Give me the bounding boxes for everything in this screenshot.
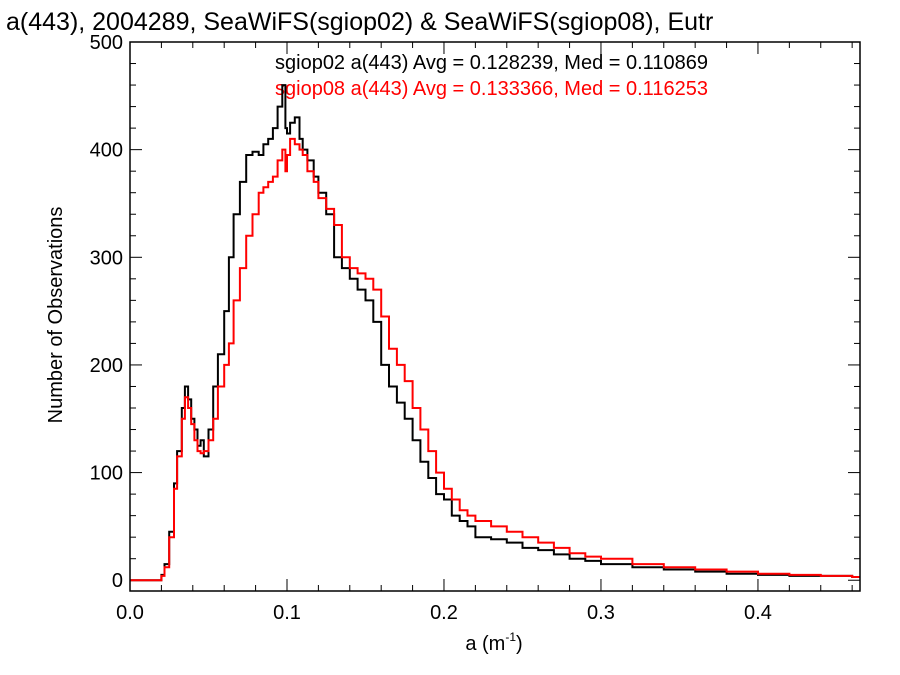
y-tick-label: 0 [112,570,123,592]
y-tick-label: 100 [90,463,123,485]
x-axis-label-close: ) [516,633,523,655]
x-axis-label: a (m-1) [465,630,522,655]
plot-frame [129,41,861,592]
series-annotation-sgiop08: sgiop08 a(443) Avg = 0.133366, Med = 0.1… [275,78,708,100]
y-axis-label: Number of Observations [45,207,67,424]
x-tick-label: 0.2 [430,602,458,624]
y-tick-label: 300 [90,247,123,269]
series-annotation-sgiop02: sgiop02 a(443) Avg = 0.128239, Med = 0.1… [275,52,708,74]
axis-ticks: 0.0 0.1 0.2 0.3 0.4 0 100 200 300 400 500 [90,32,860,624]
x-axis-label-base: a (m [465,633,505,655]
x-axis-label-superscript: -1 [505,630,516,644]
x-tick-label: 0.3 [587,602,615,624]
y-tick-label: 400 [90,140,123,162]
series-line-sgiop02 [130,84,860,582]
x-tick-label: 0.4 [744,602,772,624]
data-series [130,84,860,582]
x-tick-label: 0.1 [273,602,301,624]
series-line-sgiop08 [130,137,860,582]
x-tick-label: 0.0 [116,602,144,624]
y-tick-label: 200 [90,355,123,377]
chart-title: a(443), 2004289, SeaWiFS(sgiop02) & SeaW… [6,8,713,36]
y-tick-label: 500 [90,32,123,54]
